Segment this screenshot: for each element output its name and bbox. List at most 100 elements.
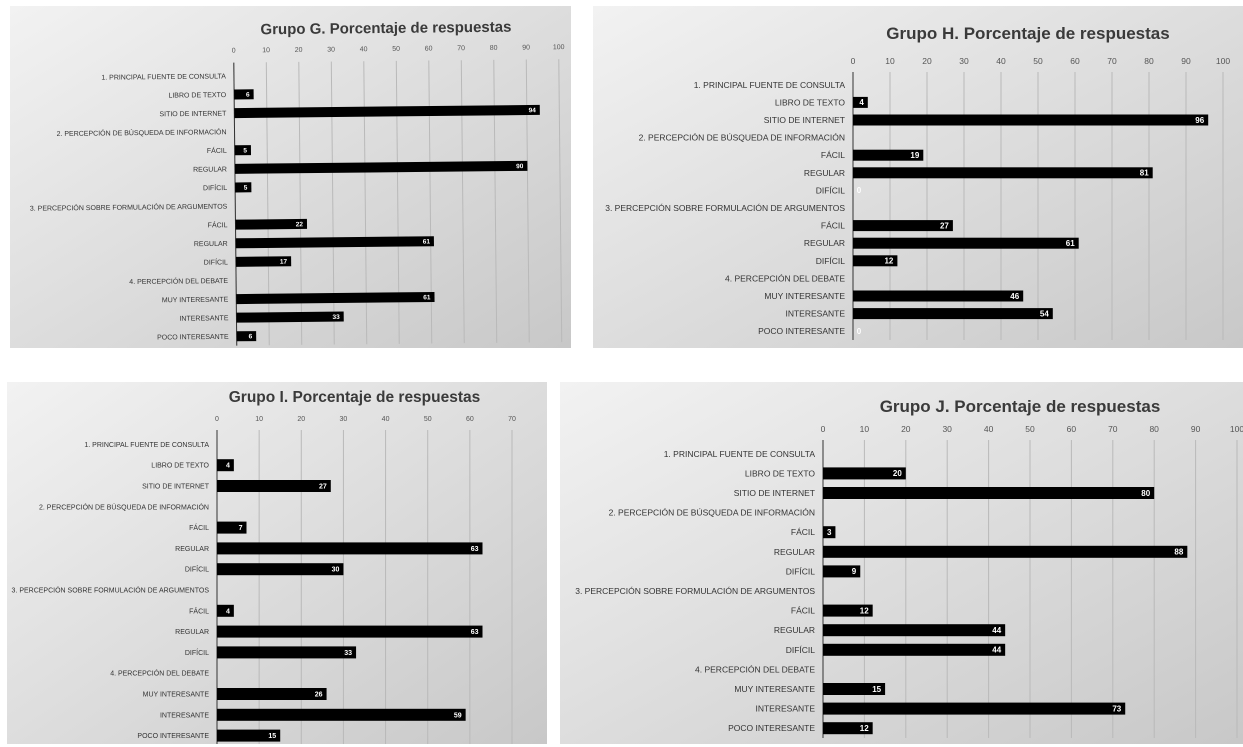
- bar: [236, 291, 435, 305]
- category-label: MUY INTERESANTE: [734, 684, 815, 694]
- category-label: 2. PERCEPCIÓN DE BÚSQUEDA DE INFORMACIÓN: [639, 133, 845, 143]
- x-tick-label: 40: [984, 424, 994, 434]
- x-tick-label: 20: [295, 47, 303, 54]
- bar-value-label: 61: [423, 239, 431, 246]
- bar-value-label: 20: [893, 469, 902, 478]
- bar-value-label: 5: [244, 185, 248, 192]
- category-label: REGULAR: [774, 547, 815, 557]
- x-tick-label: 100: [553, 44, 565, 51]
- chart-background: [10, 6, 571, 348]
- chart-title: Grupo H. Porcentaje de respuestas: [886, 24, 1169, 43]
- bar: [217, 563, 344, 576]
- category-label: 1. PRINCIPAL FUENTE DE CONSULTA: [84, 442, 209, 449]
- bar-value-label: 90: [516, 163, 524, 170]
- bar: [234, 145, 252, 156]
- x-tick-label: 60: [1067, 424, 1077, 434]
- bar: [217, 625, 483, 638]
- category-label: 3. PERCEPCIÓN SOBRE FORMULACIÓN DE ARGUM…: [30, 202, 228, 213]
- x-tick-label: 40: [360, 46, 368, 53]
- bar-value-label: 44: [992, 646, 1001, 655]
- category-label: DIFÍCIL: [185, 648, 209, 657]
- bar: [217, 459, 234, 472]
- category-label: INTERESANTE: [755, 704, 815, 714]
- bar-value-label: 4: [859, 98, 864, 107]
- category-label: REGULAR: [804, 168, 845, 178]
- category-label: REGULAR: [804, 238, 845, 248]
- bar: [823, 643, 1006, 656]
- x-tick-label: 70: [457, 45, 465, 52]
- category-label: 1. PRINCIPAL FUENTE DE CONSULTA: [664, 449, 816, 459]
- bar: [853, 114, 1209, 126]
- category-label: 4. PERCEPCIÓN DEL DEBATE: [725, 273, 845, 283]
- x-tick-label: 60: [466, 416, 474, 423]
- category-label: POCO INTERESANTE: [137, 733, 209, 740]
- bar: [823, 467, 906, 480]
- x-tick-label: 60: [425, 46, 433, 53]
- chart-body: Grupo I. Porcentaje de respuestas 0 10 20 30…: [12, 389, 516, 744]
- category-label: POCO INTERESANTE: [728, 723, 815, 733]
- bar: [853, 237, 1079, 249]
- bar-value-label: 15: [872, 685, 881, 694]
- x-tick-label: 70: [508, 416, 516, 423]
- bar: [853, 96, 868, 108]
- x-tick-label: 10: [262, 47, 270, 54]
- x-tick-label: 40: [996, 56, 1006, 66]
- category-label: 3. PERCEPCIÓN SOBRE FORMULACIÓN DE ARGUM…: [12, 585, 210, 594]
- x-tick-label: 50: [392, 46, 400, 53]
- category-label: FÁCIL: [207, 146, 227, 155]
- bar: [853, 308, 1053, 320]
- bar-value-label: 30: [332, 567, 340, 574]
- bar: [823, 604, 873, 617]
- bar: [823, 487, 1155, 499]
- bar: [853, 149, 924, 161]
- x-tick-label: 10: [885, 56, 895, 66]
- x-tick-label: 50: [424, 416, 432, 423]
- chart-body: Grupo G. Porcentaje de respuestas 0 10 20 30…: [30, 19, 565, 346]
- bar-value-label: 33: [332, 314, 340, 321]
- x-tick-label: 0: [821, 424, 826, 434]
- chart-svg: Grupo H. Porcentaje de respuestas 0 10 20 30…: [593, 6, 1243, 348]
- bar-value-label: 12: [860, 724, 869, 733]
- category-label: MUY INTERESANTE: [162, 297, 229, 305]
- bar-value-label: 15: [268, 733, 276, 740]
- bar: [217, 480, 331, 492]
- x-tick-label: 20: [922, 56, 932, 66]
- chart-title: Grupo J. Porcentaje de respuestas: [880, 397, 1161, 416]
- bar-value-label: 63: [471, 546, 479, 553]
- bar-value-label: 22: [296, 221, 304, 228]
- x-tick-label: 80: [1149, 424, 1159, 434]
- x-tick-label: 10: [255, 416, 263, 423]
- bar: [823, 545, 1188, 558]
- category-label: 3. PERCEPCIÓN SOBRE FORMULACIÓN DE ARGUM…: [575, 586, 815, 596]
- x-tick-label: 60: [1070, 56, 1080, 66]
- category-label: POCO INTERESANTE: [157, 334, 229, 342]
- bar-value-label: 7: [239, 525, 243, 532]
- x-tick-label: 80: [1144, 56, 1154, 66]
- chart-background: [560, 382, 1243, 744]
- bar-value-label: 61: [423, 294, 431, 301]
- bar-value-label: 12: [884, 257, 893, 266]
- category-label: LIBRO DE TEXTO: [775, 97, 845, 107]
- category-label: FÁCIL: [189, 606, 209, 615]
- x-tick-label: 0: [215, 416, 219, 423]
- chart-svg: Grupo J. Porcentaje de respuestas 0 10 20 30…: [560, 382, 1243, 744]
- bar-value-label: 0: [857, 327, 862, 336]
- bar-value-label: 80: [1141, 489, 1150, 498]
- bar: [236, 331, 257, 342]
- bar-value-label: 94: [529, 107, 537, 114]
- bar-value-label: 33: [344, 650, 352, 657]
- bar-value-label: 5: [243, 147, 247, 154]
- bar-value-label: 26: [315, 691, 323, 698]
- bar: [217, 542, 483, 555]
- chart-panel-grupo-j: Grupo J. Porcentaje de respuestas 0 10 20 30…: [560, 382, 1243, 744]
- category-label: POCO INTERESANTE: [758, 326, 845, 336]
- bar-value-label: 73: [1112, 704, 1121, 713]
- category-label: LIBRO DE TEXTO: [151, 463, 209, 470]
- bar: [823, 702, 1126, 715]
- bar: [234, 160, 528, 174]
- chart-background: [7, 382, 547, 744]
- category-label: MUY INTERESANTE: [764, 291, 845, 301]
- bar-value-label: 59: [454, 712, 462, 719]
- x-tick-label: 30: [959, 56, 969, 66]
- category-label: REGULAR: [194, 241, 228, 248]
